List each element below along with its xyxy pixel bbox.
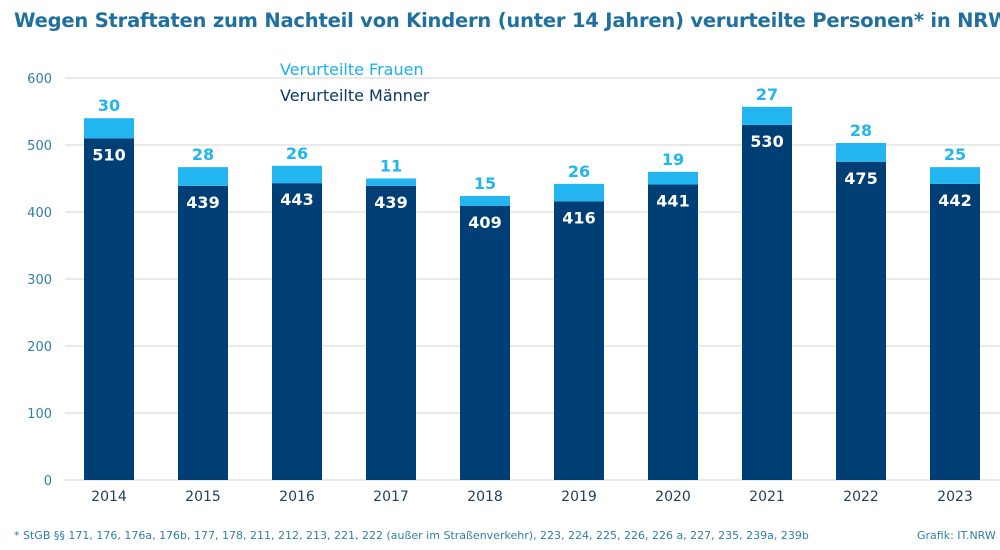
y-tick-label: 200: [27, 340, 52, 355]
bar-women: [178, 167, 228, 186]
data-label-women: 28: [850, 121, 872, 140]
x-axis-ticks: 2014 2015 2016 2017 2018 2019 2020 2021 2022 2023: [91, 489, 973, 505]
bar-men: [272, 183, 322, 480]
x-tick-label: 2023: [937, 489, 973, 505]
bar-men: [84, 138, 134, 481]
bar-men: [648, 184, 698, 480]
x-tick-label: 2018: [467, 489, 503, 505]
bars: [84, 106, 980, 481]
data-label-women: 26: [568, 162, 590, 181]
data-label-women: 19: [662, 150, 684, 169]
legend-women: Verurteilte Frauen: [280, 60, 424, 79]
y-tick-label: 600: [27, 72, 52, 87]
legend-men: Verurteilte Männer: [280, 86, 430, 105]
x-tick-label: 2019: [561, 489, 597, 505]
x-tick-label: 2017: [373, 489, 409, 505]
bar-men: [742, 124, 792, 481]
source-credit: Grafik: IT.NRW: [917, 529, 996, 542]
chart-title: Wegen Straftaten zum Nachteil von Kinder…: [14, 9, 1000, 32]
data-label-men: 439: [374, 193, 407, 212]
x-tick-label: 2014: [91, 489, 127, 505]
bar-women: [930, 167, 980, 184]
data-label-women: 30: [98, 96, 120, 115]
x-tick-label: 2022: [843, 489, 879, 505]
bar-women: [84, 118, 134, 139]
bar-men: [366, 185, 416, 480]
y-axis-ticks: 0 100 200 300 400 500 600: [27, 72, 52, 489]
data-label-men: 409: [468, 213, 501, 232]
bar-men: [554, 201, 604, 480]
y-tick-label: 100: [27, 407, 52, 422]
data-label-women: 27: [756, 85, 778, 104]
data-label-men: 441: [656, 192, 689, 211]
x-tick-label: 2015: [185, 489, 221, 505]
y-tick-label: 300: [27, 273, 52, 288]
y-tick-label: 500: [27, 139, 52, 154]
y-tick-label: 400: [27, 206, 52, 221]
x-tick-label: 2021: [749, 489, 785, 505]
bar-women: [742, 106, 792, 125]
bar-women: [272, 165, 322, 184]
data-label-men: 439: [186, 193, 219, 212]
bar-women: [648, 171, 698, 185]
data-label-women: 28: [192, 145, 214, 164]
data-label-men: 475: [844, 169, 877, 188]
data-label-men: 530: [750, 132, 783, 151]
bar-men: [930, 183, 980, 481]
bar-men: [460, 205, 510, 480]
bar-women: [366, 178, 416, 186]
bar-women: [836, 142, 886, 162]
x-tick-label: 2016: [279, 489, 315, 505]
bar-men: [178, 185, 228, 480]
data-label-women: 26: [286, 144, 308, 163]
y-tick-label: 0: [44, 474, 52, 489]
data-label-women: 25: [944, 145, 966, 164]
data-label-men: 443: [280, 190, 313, 209]
footnote: * StGB §§ 171, 176, 176a, 176b, 177, 178…: [14, 529, 809, 542]
data-label-men: 510: [92, 145, 125, 164]
data-label-men: 416: [562, 208, 595, 227]
data-label-men: 442: [938, 191, 971, 210]
data-labels: 510 30 439 28 443 26 439 11 409 15 416 26 441 19 530 27…: [92, 85, 971, 232]
bar-women: [554, 183, 604, 202]
data-label-women: 11: [380, 157, 402, 176]
data-label-women: 15: [474, 174, 496, 193]
bar-women: [460, 195, 510, 206]
bar-men: [836, 161, 886, 480]
x-tick-label: 2020: [655, 489, 691, 505]
